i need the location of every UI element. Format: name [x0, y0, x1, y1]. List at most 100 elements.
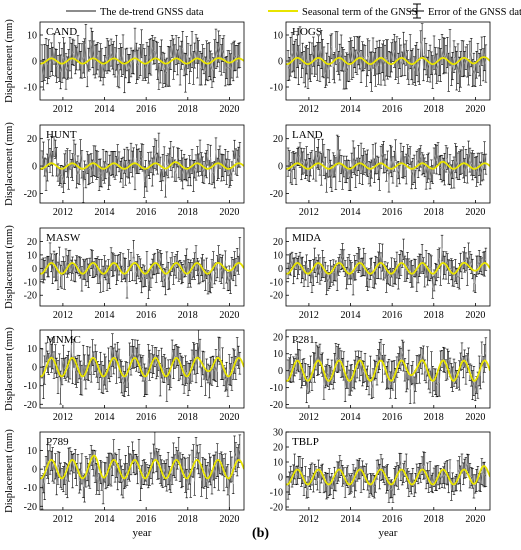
seasonal-series-line: [286, 465, 490, 486]
x-tick-label: 2016: [136, 207, 156, 218]
x-tick-label: 2012: [299, 207, 319, 218]
plot-area: [286, 234, 490, 299]
panel-p789: -20 -10 0 10 2012 2014 2016 2018 2020 P789 Displac…: [4, 429, 245, 539]
panel-title: MASW: [46, 232, 81, 244]
x-tick-label: 2014: [341, 310, 361, 321]
y-axis-label: Displacement (mm): [4, 122, 15, 206]
y-tick-label: -20: [24, 400, 37, 411]
panel-title: MNMC: [46, 334, 81, 346]
x-tick-label: 2020: [465, 514, 485, 525]
x-tick-label: 2014: [341, 412, 361, 423]
y-tick-label: 10: [273, 250, 283, 261]
x-axis-label: year: [133, 527, 152, 539]
panel-title: MIDA: [292, 232, 321, 244]
y-tick-label: 10: [27, 31, 37, 42]
axes-frame: [39, 329, 245, 409]
axes-frame: [39, 431, 245, 511]
x-tick-label: 2014: [95, 412, 115, 423]
x-tick-label: 2014: [95, 207, 115, 218]
panel-title: P281: [292, 334, 315, 346]
detrend-series-line: [287, 149, 487, 183]
y-axis-label: Displacement (mm): [4, 225, 15, 309]
y-tick-label: -20: [270, 400, 283, 411]
figure-caption: (b): [251, 526, 270, 541]
axes-frame: [285, 227, 491, 307]
x-tick-label: 2020: [465, 310, 485, 321]
y-tick-label: -10: [270, 83, 283, 94]
y-tick-label: -10: [270, 277, 283, 288]
plot-area: [40, 24, 244, 94]
axes-frame: [39, 227, 245, 307]
x-tick-label: 2016: [382, 310, 402, 321]
x-tick-label: 2012: [53, 207, 73, 218]
y-tick-label: 10: [273, 31, 283, 42]
x-axis-label: year: [379, 527, 398, 539]
seasonal-series-line: [40, 356, 244, 378]
x-tick-label: 2016: [382, 104, 402, 115]
panel-cand: -10 0 10 2012 2014 2016 2018 2020 CAND Displaceme…: [4, 19, 245, 115]
y-tick-label: 20: [273, 134, 283, 145]
y-tick-label: 0: [32, 57, 37, 68]
x-tick-label: 2016: [136, 104, 156, 115]
x-tick-label: 2016: [136, 310, 156, 321]
plot-area: [286, 337, 490, 404]
x-tick-label: 2014: [341, 207, 361, 218]
y-tick-label: -10: [270, 488, 283, 499]
y-tick-label: 0: [278, 366, 283, 377]
plot-area: [40, 432, 244, 510]
panel-tblp: -20 -10 0 10 20 30 2012 2014 2016 2018 2020 TBLP yea…: [270, 428, 491, 539]
x-tick-label: 2012: [53, 514, 73, 525]
y-tick-label: 0: [278, 57, 283, 68]
x-tick-label: 2016: [382, 207, 402, 218]
seasonal-series-line: [40, 261, 244, 275]
plot-area: [40, 132, 244, 203]
y-tick-label: -10: [24, 483, 37, 494]
x-tick-label: 2020: [219, 207, 239, 218]
panel-title: TBLP: [292, 436, 319, 448]
x-tick-label: 2018: [178, 310, 198, 321]
x-tick-label: 2012: [299, 310, 319, 321]
y-tick-label: -10: [270, 383, 283, 394]
panel-land: -20 0 20 2012 2014 2016 2018 2020 LAND: [270, 124, 491, 218]
seasonal-series-line: [40, 454, 244, 480]
y-tick-label: -10: [24, 381, 37, 392]
panel-mnmc: -20 -10 0 10 2012 2014 2016 2018 2020 MNMC Displac…: [4, 327, 245, 423]
y-tick-label: -20: [24, 502, 37, 513]
x-tick-label: 2020: [219, 412, 239, 423]
axes-frame: [285, 431, 491, 511]
x-tick-label: 2018: [178, 104, 198, 115]
legend-detrend-label: The de-trend GNSS data: [100, 7, 204, 18]
y-tick-label: 10: [273, 458, 283, 469]
y-tick-label: -20: [24, 189, 37, 200]
y-axis-label: Displacement (mm): [4, 429, 15, 513]
x-tick-label: 2014: [341, 104, 361, 115]
x-tick-label: 2012: [299, 514, 319, 525]
x-tick-label: 2018: [178, 514, 198, 525]
panel-title: CAND: [46, 26, 77, 38]
x-tick-label: 2012: [299, 104, 319, 115]
y-tick-label: 10: [27, 344, 37, 355]
panel-masw: -20 -10 0 10 20 2012 2014 2016 2018 2020 MASW Displ…: [4, 225, 245, 321]
detrend-series-line: [41, 145, 241, 188]
x-tick-label: 2020: [465, 412, 485, 423]
seasonal-series-line: [286, 56, 490, 66]
y-tick-label: -10: [24, 277, 37, 288]
panel-title: HUNT: [46, 129, 77, 141]
legend-error-swatch: [410, 3, 424, 19]
y-tick-label: -20: [270, 503, 283, 514]
x-tick-label: 2018: [424, 514, 444, 525]
x-tick-label: 2020: [219, 104, 239, 115]
panel-title: LAND: [292, 129, 323, 141]
x-tick-label: 2012: [53, 104, 73, 115]
plot-area: [40, 237, 244, 299]
x-tick-label: 2012: [299, 412, 319, 423]
panel-title: HOGS: [292, 26, 322, 38]
y-tick-label: 20: [273, 237, 283, 248]
x-tick-label: 2020: [465, 207, 485, 218]
x-tick-label: 2016: [382, 412, 402, 423]
y-axis-label: Displacement (mm): [4, 327, 15, 411]
y-tick-label: -20: [24, 291, 37, 302]
y-tick-label: 10: [273, 349, 283, 360]
detrend-series-line: [41, 341, 241, 388]
